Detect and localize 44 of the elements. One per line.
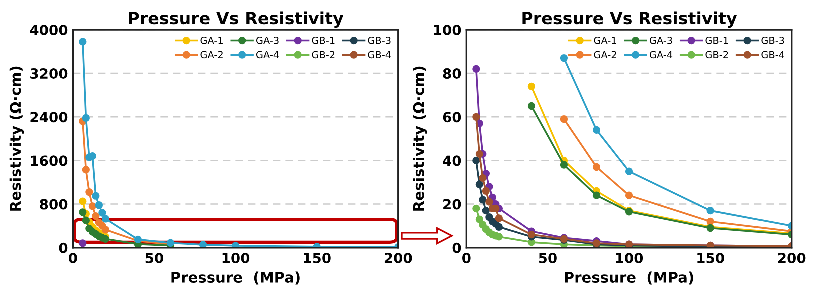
chart-title: Pressure Vs Resistivity <box>522 12 738 28</box>
y-tick-label: 4000 <box>30 24 68 36</box>
legend-label: GA-3 <box>650 36 672 44</box>
y-tick-label: 40 <box>443 156 462 166</box>
x-tick-label: 50 <box>539 252 557 264</box>
y-tick-label: 20 <box>444 199 462 210</box>
legend-label: GA-2 <box>200 51 223 59</box>
y-tick-label: 60 <box>443 112 462 123</box>
chart-title: Pressure Vs Resistivity <box>129 12 344 28</box>
legend-label: GB-1 <box>312 36 335 44</box>
y-tick-label: 80 <box>443 68 462 80</box>
x-tick-label: 200 <box>384 252 412 264</box>
x-tick-label: 100 <box>222 252 250 264</box>
x-tick-label: 100 <box>616 252 644 264</box>
legend-label: GB-2 <box>312 51 335 59</box>
legend-label: GB-2 <box>706 51 728 59</box>
x-axis-title: Pressure (MPa) <box>565 272 694 285</box>
legend-label: GB-3 <box>368 36 391 44</box>
y-tick-label: 3200 <box>30 68 68 80</box>
y-tick-label: 0 <box>59 242 68 254</box>
legend-label: GA-3 <box>256 36 279 44</box>
legend-label: GB-1 <box>706 36 728 44</box>
legend-label: GA-1 <box>200 36 223 44</box>
x-tick-label: 50 <box>146 252 164 264</box>
x-tick-label: 150 <box>304 252 331 264</box>
x-tick-label: 200 <box>778 252 806 264</box>
legend-label: GB-4 <box>368 51 392 59</box>
legend-label: GA-4 <box>256 51 280 59</box>
y-tick-label: 800 <box>40 199 68 210</box>
y-tick-label: 100 <box>434 24 462 36</box>
legend-label: GB-3 <box>762 36 784 44</box>
legend-label: GB-4 <box>762 51 785 59</box>
y-axis-title: Resistivity (Ω·cm) <box>413 66 428 211</box>
x-tick-label: 150 <box>698 252 724 264</box>
x-tick-label: 0 <box>462 252 471 264</box>
legend-label: GA-1 <box>594 36 616 44</box>
y-tick-label: 1600 <box>31 156 68 166</box>
legend-label: GA-2 <box>594 51 616 59</box>
legend-label: GA-4 <box>650 51 673 59</box>
y-tick-label: 0 <box>452 242 462 254</box>
y-axis-title: Resistivity (Ω·cm) <box>10 66 24 211</box>
y-tick-label: 2400 <box>30 112 68 123</box>
x-tick-label: 0 <box>69 252 78 264</box>
x-axis-title: Pressure (MPa) <box>172 272 300 285</box>
